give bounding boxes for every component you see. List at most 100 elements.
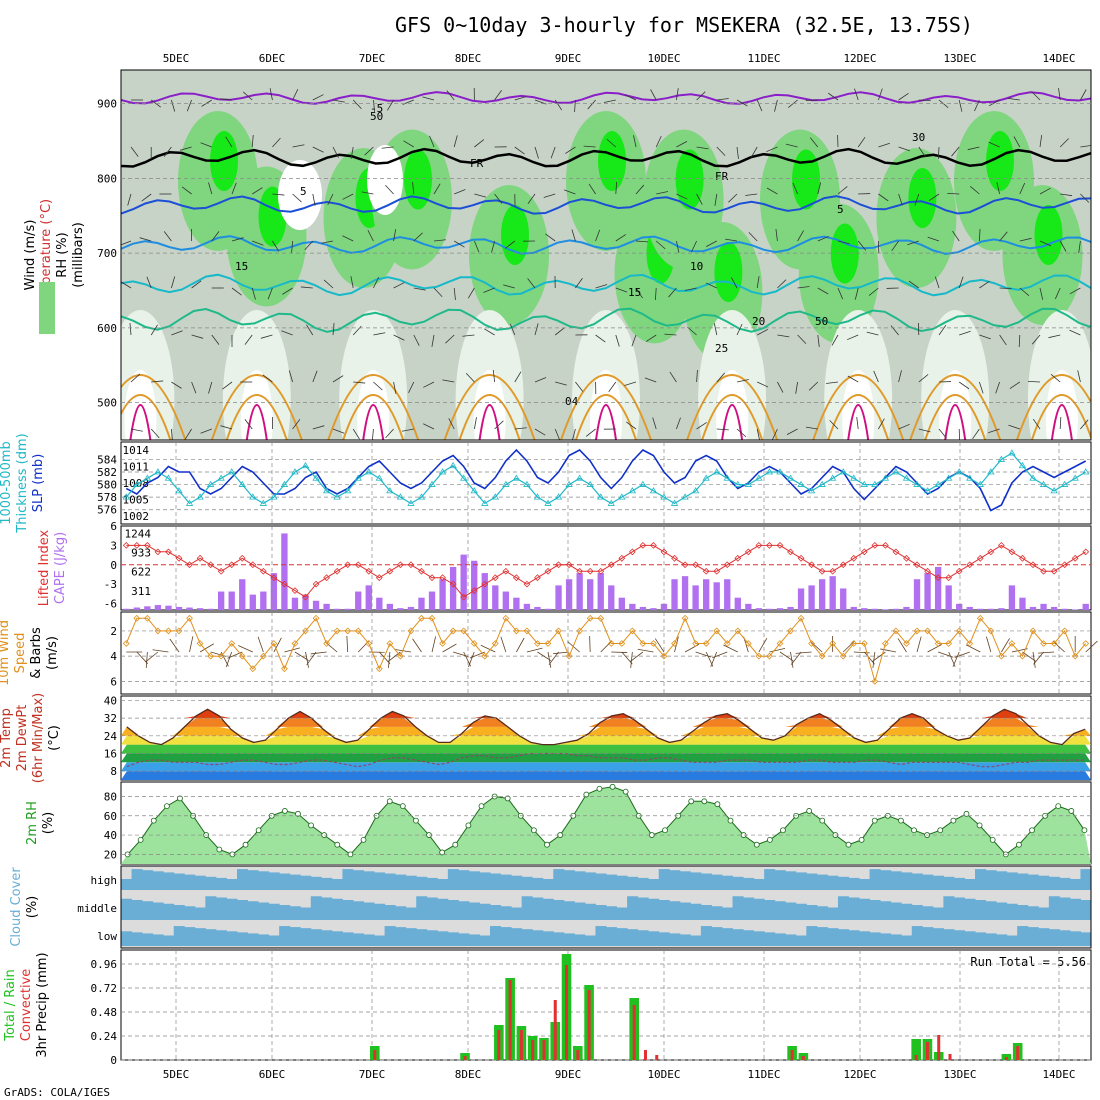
rh-saturated-zone-11	[908, 168, 937, 228]
wind10-barb-29	[431, 636, 437, 653]
wind10-barb-61	[769, 648, 786, 653]
upper-wind-barb	[934, 276, 940, 289]
upper-wind-barb	[714, 193, 718, 206]
cloud-cell	[205, 876, 217, 890]
cloud-cell	[142, 933, 154, 946]
upper-wind-barb	[996, 182, 1000, 195]
cloud-cell	[490, 926, 502, 946]
upper-wind-barb	[676, 193, 688, 200]
wind10-point-33	[470, 640, 478, 647]
contour-label: FR	[470, 157, 484, 170]
upper-wind-barb	[958, 276, 964, 289]
cloud-cell	[848, 930, 860, 946]
upper-wind-barb	[676, 240, 680, 253]
wind10-barb-72	[872, 651, 886, 662]
rh2m-point-4	[177, 795, 183, 802]
upper-wind-barb	[200, 428, 212, 434]
cape-bar-18	[312, 600, 320, 610]
upper-wind-barb	[1058, 88, 1061, 101]
cloud-cell	[637, 877, 649, 890]
wind10-barb-56	[710, 651, 718, 667]
cape-bar-35	[492, 585, 499, 610]
li-point-18	[312, 580, 320, 588]
isotherm-35-dome-7	[944, 404, 967, 440]
upper-wind-barb	[631, 334, 637, 347]
isotherm-35-dome-5	[721, 404, 744, 440]
isotherm-25-dome-8	[1015, 374, 1091, 440]
cape-bar-28	[418, 597, 425, 610]
cape-bar-70	[861, 608, 868, 610]
cloud-cell	[279, 926, 291, 946]
cape-frame	[120, 525, 1092, 611]
cloud-cell	[901, 872, 913, 890]
upper-wind-barb	[705, 282, 717, 289]
isotherm-15	[121, 273, 1091, 297]
wind10-point-45	[597, 614, 605, 622]
upper-wind-barb	[200, 142, 212, 148]
upper-wind-barb	[474, 417, 477, 430]
upper-wind-barb	[492, 370, 495, 383]
li-point-74	[903, 554, 910, 562]
upper-wind-barb	[312, 146, 324, 153]
upper-wind-barb	[756, 428, 760, 440]
upper-wind-barb	[292, 193, 302, 203]
cloud-cell	[880, 870, 892, 890]
upper-wind-barb	[588, 183, 596, 195]
li-point-77	[934, 574, 942, 582]
cloud-cell	[173, 873, 185, 890]
thickness-point-8	[206, 480, 215, 487]
upper-wind-barb	[652, 417, 657, 430]
cloud-cell	[880, 901, 892, 920]
rh-saturated-zone-9	[792, 149, 820, 210]
cloud-cell	[395, 906, 407, 920]
upper-wind-barb	[792, 182, 798, 195]
cloud-cell	[764, 900, 776, 920]
slp-line	[125, 448, 1087, 512]
cloud-cell	[226, 879, 238, 890]
upper-wind-barb	[387, 99, 394, 111]
cloud-cell	[922, 874, 934, 890]
rh2m-point-25	[452, 841, 459, 848]
li-point-66	[818, 567, 826, 575]
thickness-point-41	[554, 493, 563, 500]
cloud-cell	[374, 872, 386, 890]
wind10-point-58	[734, 627, 742, 635]
cloud-cell	[1048, 876, 1060, 890]
top-date-tick-9dec: 9DEC	[555, 52, 582, 65]
upper-wind-barb	[650, 89, 657, 101]
upper-wind-barb	[713, 323, 718, 336]
precip-conv-bar-60	[801, 1056, 805, 1060]
upper-wind-barb	[736, 428, 747, 438]
wind10-point-7	[196, 640, 204, 647]
cloud-cell	[574, 902, 586, 920]
li-point-71	[871, 541, 879, 549]
cape-bar-60	[755, 608, 763, 610]
upper-wind-barb	[914, 193, 920, 206]
wind10-barb-33	[468, 651, 475, 668]
wind10-point-22	[354, 627, 362, 635]
upper-wind-barb	[938, 428, 947, 439]
wind10-barb-36	[500, 636, 507, 653]
cloud-cell	[806, 873, 818, 890]
isotherm-35-dome-0	[129, 404, 152, 440]
temp-tick-16: 16	[104, 747, 117, 760]
cloud-cell	[700, 873, 712, 890]
upper-wind-barb	[304, 240, 314, 251]
cloud-cell	[500, 874, 512, 890]
wind10-barb-75	[916, 636, 922, 653]
cloud-cell	[700, 905, 712, 920]
upper-wind-barb	[606, 138, 617, 148]
wind10-point-56	[713, 627, 721, 635]
upper-wind-barb	[668, 287, 677, 298]
upper-wind-barb	[664, 333, 677, 336]
cloud-cell	[163, 935, 175, 946]
thickness-point-35	[491, 493, 499, 500]
slp-ylabel: 1000-500mb Thickness (dm) SLP (mb)	[0, 433, 46, 533]
rh2m-point-14	[308, 822, 314, 829]
upper-wind-barb	[413, 334, 420, 346]
rh2m-point-18	[360, 836, 367, 843]
cape-bar-87	[1040, 603, 1047, 610]
temp-tick-8: 8	[110, 765, 117, 778]
wind10-point-55	[702, 640, 710, 647]
cloud-cell	[490, 873, 502, 890]
